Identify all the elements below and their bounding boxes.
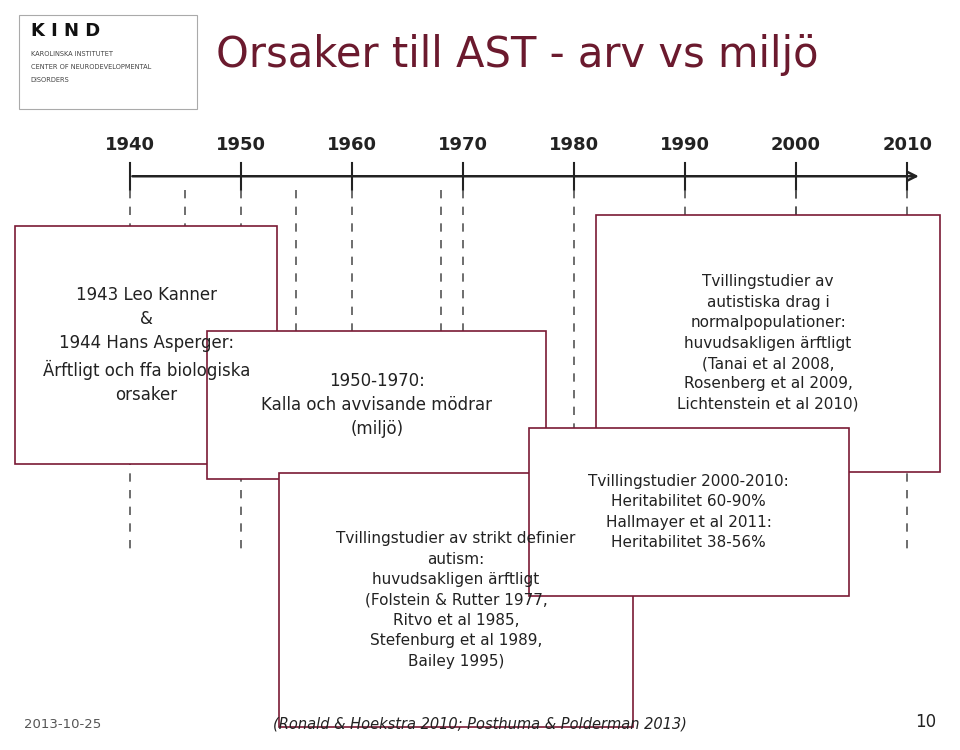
FancyBboxPatch shape: [207, 331, 546, 479]
Text: Tvillingstudier av strikt definier
autism:
huvudsakligen ärftligt
(Folstein & Ru: Tvillingstudier av strikt definier autis…: [336, 531, 576, 669]
Text: 10: 10: [915, 713, 936, 731]
Text: Tvillingstudier 2000-2010:
Heritabilitet 60-90%
Hallmayer et al 2011:
Heritabili: Tvillingstudier 2000-2010: Heritabilitet…: [588, 474, 789, 550]
Text: 1980: 1980: [549, 136, 599, 154]
FancyBboxPatch shape: [19, 15, 197, 109]
Text: 1990: 1990: [660, 136, 710, 154]
Text: 1940: 1940: [105, 136, 155, 154]
Text: 2013-10-25: 2013-10-25: [24, 718, 101, 731]
Text: Orsaker till AST - arv vs miljö: Orsaker till AST - arv vs miljö: [216, 34, 819, 76]
Text: 1960: 1960: [326, 136, 376, 154]
Text: 1970: 1970: [438, 136, 488, 154]
FancyBboxPatch shape: [529, 428, 849, 596]
Text: DISORDERS: DISORDERS: [31, 76, 69, 82]
Text: KAROLINSKA INSTITUTET: KAROLINSKA INSTITUTET: [31, 51, 112, 57]
FancyBboxPatch shape: [15, 226, 277, 464]
Text: 1943 Leo Kanner
&
1944 Hans Asperger:
Ärftligt och ffa biologiska
orsaker: 1943 Leo Kanner & 1944 Hans Asperger: Är…: [42, 286, 251, 404]
Text: 1950: 1950: [216, 136, 266, 154]
Text: CENTER OF NEURODEVELOPMENTAL: CENTER OF NEURODEVELOPMENTAL: [31, 64, 151, 70]
FancyBboxPatch shape: [596, 214, 940, 472]
Text: K I N D: K I N D: [31, 22, 100, 40]
Text: 2000: 2000: [771, 136, 821, 154]
Text: 2010: 2010: [882, 136, 932, 154]
Text: Tvillingstudier av
autistiska drag i
normalpopulationer:
huvudsakligen ärftligt
: Tvillingstudier av autistiska drag i nor…: [677, 274, 859, 412]
Text: (Ronald & Hoekstra 2010; Posthuma & Polderman 2013): (Ronald & Hoekstra 2010; Posthuma & Pold…: [273, 716, 687, 731]
FancyBboxPatch shape: [279, 473, 633, 727]
Text: 1950-1970:
Kalla och avvisande mödrar
(miljö): 1950-1970: Kalla och avvisande mödrar (m…: [261, 372, 492, 438]
